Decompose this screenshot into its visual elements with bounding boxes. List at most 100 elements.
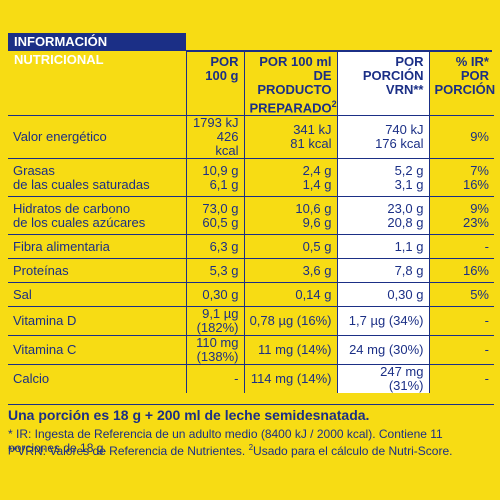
- nutrient-label-cell: Fibra alimentaria: [8, 234, 187, 259]
- per-100ml-value-line1: 0,78 µg (16%): [249, 313, 332, 329]
- header-ir-line2: POR: [460, 68, 489, 83]
- portion-value-line1: 1,7 µg (34%): [348, 313, 424, 329]
- header-per-100g-line2: 100 g: [205, 68, 239, 83]
- per-100ml-value-line2: 81 kcal: [290, 136, 332, 152]
- header-empty: [8, 52, 187, 116]
- table-row: Vitamina D 9,1 µg (182%) 0,78 µg (16%) 1,7 …: [8, 306, 494, 336]
- per-100g-value-cell: 9,1 µg (182%): [186, 306, 245, 336]
- per-100g-value-cell: 0,30 g: [186, 282, 245, 307]
- portion-value-cell: 0,30 g: [337, 282, 430, 307]
- per-100g-value-line1: 73,0 g: [202, 200, 239, 216]
- nutrient-label-line2: de las cuales saturadas: [13, 176, 150, 192]
- ir-value-line2: 16%: [462, 176, 489, 192]
- per-100ml-value-line1: 114 mg (14%): [250, 371, 332, 387]
- nutrient-label-line1: Calcio: [13, 371, 50, 387]
- ir-value-line1: -: [484, 238, 489, 254]
- ir-value-line1: -: [484, 371, 489, 387]
- ir-value-line2: 23%: [462, 214, 489, 230]
- portion-value-line2: 3,1 g: [394, 176, 424, 192]
- nutrient-label-cell: Vitamina C: [8, 335, 187, 365]
- header-ir-line3: PORCIÓN: [434, 82, 496, 97]
- nutrient-label-cell: Valor energético: [8, 115, 187, 159]
- nutrient-label-cell: Grasas de las cuales saturadas: [8, 158, 187, 197]
- ir-value-line1: 9%: [470, 129, 489, 145]
- header-portion-line2: PORCIÓN: [362, 68, 424, 83]
- table-row: Sal 0,30 g 0,14 g 0,30 g 5%: [8, 282, 494, 307]
- per-100g-value-line1: 9,1 µg (182%): [196, 306, 239, 336]
- nutrient-label-line1: Vitamina C: [13, 342, 77, 358]
- ir-value-cell: -: [429, 234, 494, 259]
- portion-value-line1: 740 kJ: [385, 122, 424, 138]
- nutrient-label-line1: Vitamina D: [13, 313, 77, 329]
- portion-value-line1: 5,2 g: [394, 162, 424, 178]
- portion-value-cell: 5,2 g 3,1 g: [337, 158, 430, 197]
- portion-value-cell: 24 mg (30%): [337, 335, 430, 365]
- per-100g-value-cell: 73,0 g 60,5 g: [186, 196, 245, 235]
- header-portion-line3: VRN**: [385, 82, 424, 97]
- portion-value-cell: 1,1 g: [337, 234, 430, 259]
- nutrient-label-line1: Valor energético: [13, 129, 107, 145]
- ir-value-cell: -: [429, 335, 494, 365]
- table-row: Fibra alimentaria 6,3 g 0,5 g 1,1 g -: [8, 234, 494, 259]
- vrn-text: **VRN: Valores de Referencia de Nutrient…: [8, 444, 246, 458]
- per-100g-value-line1: 1793 kJ: [192, 115, 239, 131]
- portion-value-line1: 7,8 g: [394, 262, 424, 278]
- per-100ml-value-line1: 3,6 g: [302, 262, 332, 278]
- nutrient-label-line1: Fibra alimentaria: [13, 238, 110, 254]
- per-100ml-value-cell: 0,14 g: [244, 282, 338, 307]
- table-row: Proteínas 5,3 g 3,6 g 7,8 g 16%: [8, 258, 494, 283]
- ir-value-cell: -: [429, 306, 494, 336]
- header-per-100ml-line1: POR 100 ml: [259, 54, 332, 69]
- header-per-100ml-line3: PREPARADO2: [249, 97, 337, 116]
- ir-value-line1: 5%: [470, 286, 489, 302]
- per-100ml-value-cell: 10,6 g 9,6 g: [244, 196, 338, 235]
- ir-value-cell: 16%: [429, 258, 494, 283]
- per-100ml-value-line1: 0,14 g: [295, 286, 332, 302]
- table-row: Grasas de las cuales saturadas 10,9 g 6,1 g…: [8, 158, 494, 197]
- per-100g-value-line1: 6,3 g: [209, 238, 239, 254]
- per-100ml-value-cell: 11 mg (14%): [244, 335, 338, 365]
- per-100g-value-line1: 0,30 g: [202, 286, 239, 302]
- nutrient-label-line1: Proteínas: [13, 262, 69, 278]
- per-100ml-value-line1: 341 kJ: [293, 122, 332, 138]
- header-portion: POR PORCIÓN VRN**: [337, 52, 430, 116]
- portion-value-line1: 24 mg (30%): [349, 342, 424, 358]
- per-100ml-value-line2: 1,4 g: [302, 176, 332, 192]
- nutrient-label-cell: Hidratos de carbono de los cuales azúcare…: [8, 196, 187, 235]
- ir-value-line1: 7%: [470, 162, 489, 178]
- table-row: Vitamina C 110 mg (138%) 11 mg (14%) 24 mg …: [8, 335, 494, 365]
- header-per-100ml-sup: 2: [331, 99, 337, 109]
- portion-value-cell: 740 kJ 176 kcal: [337, 115, 430, 159]
- nutrient-label-line1: Sal: [13, 286, 32, 302]
- header-per-100ml: POR 100 ml DE PRODUCTO PREPARADO2: [244, 52, 338, 116]
- nutrition-title: INFORMACIÓN NUTRICIONAL: [8, 33, 186, 67]
- nutriscore-text: Usado para el cálculo de Nutri-Score.: [253, 444, 453, 458]
- portion-value-line1: 247 mg (31%): [380, 364, 424, 394]
- portion-value-line1: 0,30 g: [387, 286, 424, 302]
- per-100ml-value-cell: 114 mg (14%): [244, 364, 338, 394]
- header-per-100ml-line3-text: PREPARADO: [249, 100, 332, 116]
- per-100ml-value-line1: 10,6 g: [295, 200, 332, 216]
- per-100ml-value-cell: 0,78 µg (16%): [244, 306, 338, 336]
- nutriscore-sup: 2: [248, 443, 254, 452]
- header-row: POR 100 g POR 100 ml DE PRODUCTO PREPARA…: [8, 52, 496, 116]
- per-100ml-value-line1: 0,5 g: [302, 238, 332, 254]
- nutrient-label-line2: de los cuales azúcares: [13, 214, 146, 230]
- portion-value-cell: 7,8 g: [337, 258, 430, 283]
- per-100g-value-line1: 5,3 g: [209, 262, 239, 278]
- per-100ml-value-line1: 2,4 g: [302, 162, 332, 178]
- portion-note: Una porción es 18 g + 200 ml de leche se…: [8, 404, 494, 423]
- per-100g-value-cell: 1793 kJ 426 kcal: [186, 115, 245, 159]
- ir-value-cell: -: [429, 364, 494, 394]
- per-100g-value-line1: 10,9 g: [202, 162, 239, 178]
- per-100g-value-line2: 6,1 g: [209, 176, 239, 192]
- header-portion-line1: POR: [395, 54, 424, 69]
- per-100g-value-cell: 110 mg (138%): [186, 335, 245, 365]
- nutrient-label-cell: Sal: [8, 282, 187, 307]
- per-100g-value-cell: -: [186, 364, 245, 394]
- portion-value-cell: 1,7 µg (34%): [337, 306, 430, 336]
- table-row: Hidratos de carbono de los cuales azúcare…: [8, 196, 494, 235]
- per-100g-value-line2: 60,5 g: [202, 214, 239, 230]
- per-100g-value-line1: -: [234, 371, 239, 387]
